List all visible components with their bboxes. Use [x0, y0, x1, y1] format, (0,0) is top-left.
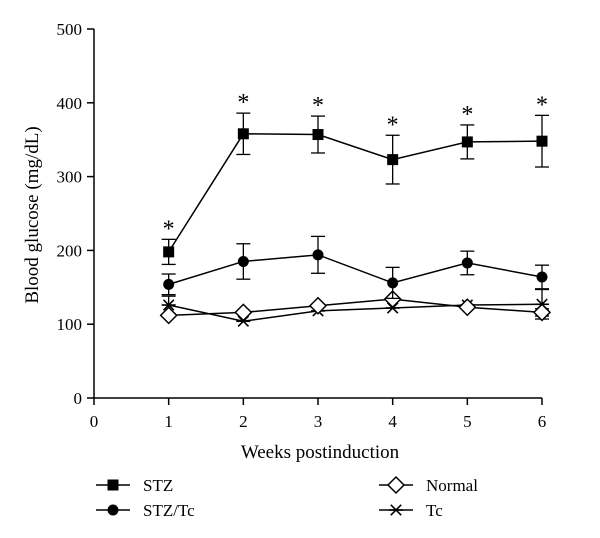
legend-label: STZ	[143, 476, 173, 495]
legend-marker-stz	[107, 479, 119, 491]
data-point-normal	[308, 296, 328, 315]
data-point-stz	[461, 136, 473, 148]
circle-marker-shape	[536, 271, 548, 283]
data-point-stz	[536, 135, 548, 147]
square-marker-shape	[536, 135, 548, 147]
significance-star: *	[312, 93, 324, 119]
data-point-stz	[163, 246, 175, 258]
legend-item-tc: Tc	[379, 501, 443, 520]
legend-label: Normal	[426, 476, 478, 495]
y-axis-title: Blood glucose (mg/dL)	[22, 126, 43, 303]
y-axis: 0 100 200 300 400 500	[57, 20, 95, 408]
series-stz: * * * * * *	[161, 90, 549, 266]
data-point-normal	[383, 290, 402, 309]
x-axis: 0 1 2 3 4 5 6	[90, 397, 547, 431]
asterisk-stroke	[162, 299, 175, 311]
diamond-marker-shape	[159, 306, 178, 325]
legend-item-stz-tc: STZ/Tc	[96, 501, 195, 520]
x-tick-label: 0	[90, 412, 99, 431]
y-tick-label: 100	[57, 315, 83, 334]
data-point-stz-tc	[387, 277, 399, 289]
y-tick-label: 500	[57, 20, 83, 39]
significance-star: *	[536, 92, 548, 118]
diamond-marker-shape	[532, 303, 552, 322]
y-tick-label: 0	[74, 389, 83, 408]
diamond-marker-shape	[458, 298, 477, 317]
asterisk-stroke	[390, 504, 402, 516]
square-marker-shape	[461, 136, 473, 148]
square-marker-shape	[237, 128, 249, 140]
legend-marker-normal	[386, 475, 406, 495]
x-tick-label: 5	[463, 412, 472, 431]
x-axis-title: Weeks postinduction	[241, 442, 400, 463]
series-tc	[161, 288, 549, 328]
legend-marker-tc	[389, 504, 403, 516]
legend-marker-stz-tc	[107, 504, 119, 516]
circle-marker-shape	[107, 504, 119, 516]
series-normal	[159, 290, 552, 325]
y-tick-label: 200	[57, 241, 83, 260]
x-ticks: 0 1 2 3 4 5 6	[90, 398, 547, 431]
plot-area: * * * * * *	[159, 90, 552, 328]
square-marker-shape	[107, 479, 119, 491]
x-tick-label: 2	[239, 412, 248, 431]
significance-star: *	[387, 112, 399, 138]
x-tick-label: 3	[314, 412, 323, 431]
data-point-stz-tc	[461, 257, 473, 269]
square-marker-shape	[387, 154, 399, 166]
circle-marker-shape	[312, 249, 324, 261]
data-point-stz	[387, 154, 399, 166]
significance-star: *	[237, 90, 249, 116]
circle-marker-shape	[461, 257, 473, 269]
data-point-normal	[458, 298, 477, 317]
data-point-stz-tc	[163, 278, 175, 290]
legend-item-normal: Normal	[379, 475, 478, 495]
series-line-tc	[168, 303, 543, 323]
legend-item-stz: STZ	[96, 476, 173, 495]
series-line-normal	[168, 298, 543, 317]
x-tick-label: 6	[538, 412, 547, 431]
diamond-marker-shape	[234, 303, 253, 322]
circle-marker-shape	[387, 277, 399, 289]
y-tick-label: 300	[57, 168, 83, 187]
diamond-marker-shape	[383, 290, 402, 309]
data-point-stz	[312, 129, 324, 141]
series-stz-tc	[161, 235, 549, 300]
square-marker-shape	[312, 129, 324, 141]
x-tick-label: 4	[388, 412, 397, 431]
data-point-normal	[159, 306, 178, 325]
legend-label: STZ/Tc	[143, 501, 195, 520]
y-tick-label: 400	[57, 94, 83, 113]
diamond-marker-shape	[308, 296, 328, 315]
data-point-stz-tc	[312, 249, 324, 261]
significance-star: *	[163, 216, 175, 242]
data-point-stz-tc	[237, 255, 249, 267]
y-ticks: 0 100 200 300 400 500	[57, 20, 94, 408]
diamond-marker-shape	[386, 475, 406, 495]
circle-marker-shape	[237, 255, 249, 267]
data-point-normal	[234, 303, 253, 322]
data-point-tc	[161, 299, 176, 311]
legend-label: Tc	[426, 501, 443, 520]
series-line-stz	[168, 133, 543, 253]
data-point-stz	[237, 128, 249, 140]
circle-marker-shape	[163, 278, 175, 290]
x-tick-label: 1	[164, 412, 173, 431]
data-point-normal	[532, 303, 552, 322]
significance-star: *	[461, 102, 473, 128]
data-point-stz-tc	[536, 271, 548, 283]
square-marker-shape	[163, 246, 175, 258]
series-line-stz-tc	[168, 254, 543, 286]
legend: STZ STZ/Tc Normal Tc	[96, 475, 478, 520]
